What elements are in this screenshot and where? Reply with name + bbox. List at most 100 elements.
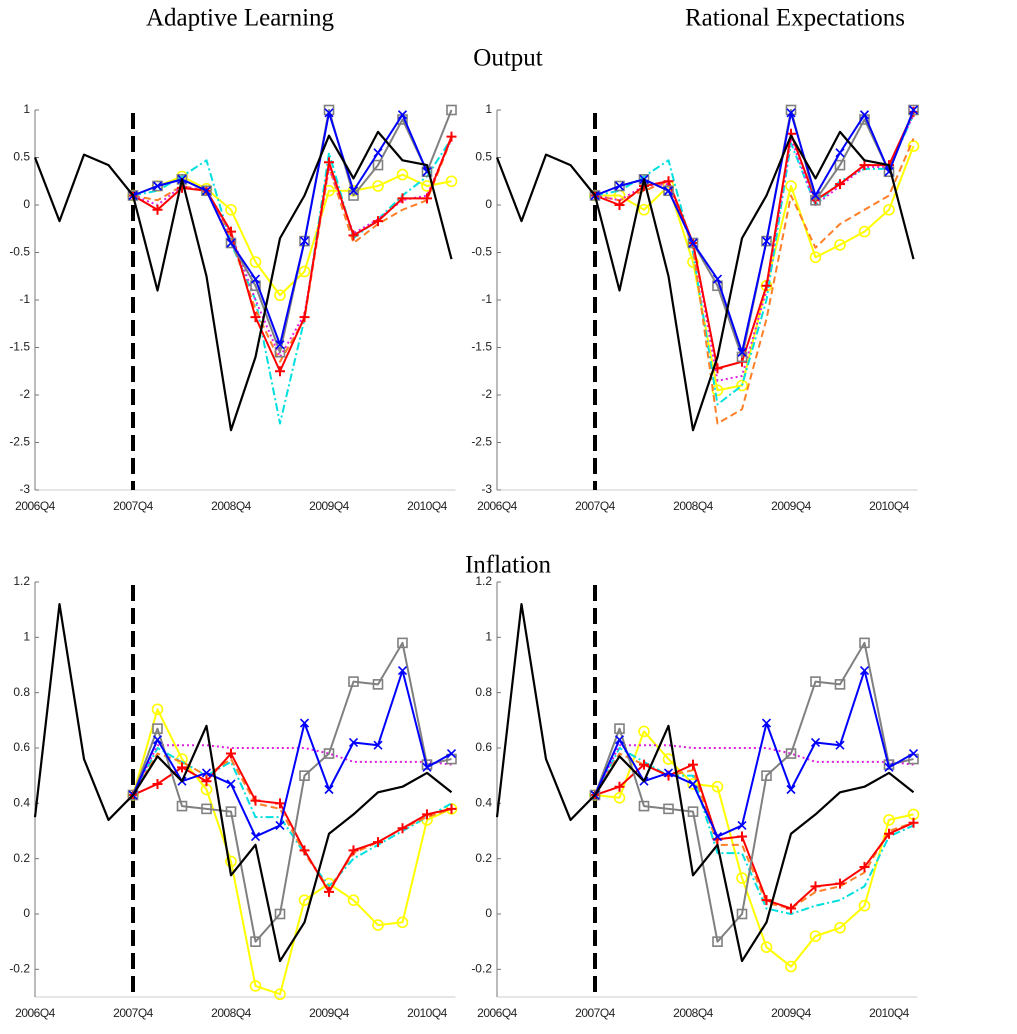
series-line xyxy=(132,752,452,891)
marker xyxy=(298,265,311,278)
series-line xyxy=(132,138,453,358)
y-tick-label: 0.8 xyxy=(475,685,492,699)
marker xyxy=(250,795,261,806)
row-title: Inflation xyxy=(465,552,552,579)
marker xyxy=(614,781,625,792)
marker xyxy=(786,903,796,914)
series-line xyxy=(132,173,452,297)
marker xyxy=(736,379,748,392)
marker xyxy=(274,908,286,920)
marker xyxy=(373,837,383,848)
marker xyxy=(638,203,650,216)
series-line xyxy=(132,744,452,796)
marker xyxy=(275,820,285,831)
marker xyxy=(225,855,237,868)
y-tick-label: 1 xyxy=(23,630,30,644)
marker xyxy=(687,806,699,817)
series-line xyxy=(132,111,428,346)
marker xyxy=(614,181,625,191)
marker xyxy=(201,185,212,197)
marker xyxy=(712,274,723,284)
x-tick-label: 2007Q4 xyxy=(113,499,154,513)
y-tick-label: -2 xyxy=(19,387,30,401)
marker xyxy=(810,737,821,748)
marker xyxy=(737,831,747,842)
y-tick-label: -0.2 xyxy=(9,962,30,976)
series-line xyxy=(495,603,915,963)
marker xyxy=(372,159,384,171)
marker xyxy=(810,190,821,201)
x-tick-label: 2010Q4 xyxy=(407,1006,448,1020)
marker xyxy=(834,679,846,690)
y-tick-label: -1.5 xyxy=(471,340,492,354)
marker xyxy=(835,179,845,190)
x-tick-label: 2006Q4 xyxy=(477,499,518,513)
marker xyxy=(834,239,846,251)
marker xyxy=(688,759,698,770)
x-tick-label: 2010Q4 xyxy=(869,1006,910,1020)
marker xyxy=(274,346,286,358)
marker xyxy=(883,814,895,826)
column-title: Rational Expectations xyxy=(685,5,905,32)
marker xyxy=(614,180,625,192)
marker xyxy=(834,922,846,934)
series-line xyxy=(33,603,453,963)
marker xyxy=(348,230,359,241)
series-line xyxy=(594,744,914,796)
marker xyxy=(152,778,163,789)
marker xyxy=(226,238,236,248)
y-tick-label: 1 xyxy=(23,102,30,116)
y-tick-label: -3 xyxy=(19,482,30,496)
marker xyxy=(687,778,699,790)
marker xyxy=(275,366,285,377)
marker xyxy=(226,779,236,789)
marker xyxy=(201,776,212,787)
marker xyxy=(299,770,310,781)
y-tick-label: 1 xyxy=(485,102,492,116)
marker xyxy=(348,676,359,687)
marker xyxy=(446,131,457,142)
marker xyxy=(785,960,797,973)
row-title: Output xyxy=(473,45,543,72)
series-line xyxy=(594,114,915,382)
series-line xyxy=(594,669,914,838)
marker xyxy=(688,779,698,789)
marker xyxy=(151,703,164,716)
y-tick-label: -1.5 xyxy=(9,340,30,354)
y-tick-label: 0.5 xyxy=(475,150,492,164)
marker xyxy=(760,941,773,954)
marker xyxy=(324,784,334,795)
marker xyxy=(908,817,919,828)
marker xyxy=(177,762,187,773)
marker xyxy=(422,809,432,820)
marker xyxy=(810,676,821,687)
marker xyxy=(397,637,408,649)
y-tick-label: -1 xyxy=(481,292,492,306)
marker xyxy=(736,872,748,884)
y-tick-label: 0.5 xyxy=(13,150,30,164)
y-tick-label: -0.5 xyxy=(471,245,492,259)
marker xyxy=(225,203,237,216)
marker xyxy=(372,919,384,931)
y-tick-label: -1 xyxy=(19,292,30,306)
marker xyxy=(348,186,359,196)
marker xyxy=(614,723,625,734)
marker xyxy=(761,236,772,246)
marker xyxy=(858,225,871,238)
x-tick-label: 2009Q4 xyxy=(771,499,812,513)
marker xyxy=(907,140,920,152)
marker xyxy=(446,748,457,759)
marker xyxy=(397,823,408,834)
marker xyxy=(373,148,383,158)
series-line xyxy=(132,641,452,943)
marker xyxy=(373,740,383,750)
marker xyxy=(614,735,625,745)
marker xyxy=(834,159,846,171)
y-tick-label: -2.5 xyxy=(9,435,30,449)
x-tick-label: 2006Q4 xyxy=(477,1006,518,1020)
y-tick-label: -3 xyxy=(481,482,492,496)
y-tick-label: 0 xyxy=(485,906,492,920)
marker xyxy=(711,780,724,793)
column-title: Adaptive Learning xyxy=(146,5,335,32)
marker xyxy=(786,784,796,795)
